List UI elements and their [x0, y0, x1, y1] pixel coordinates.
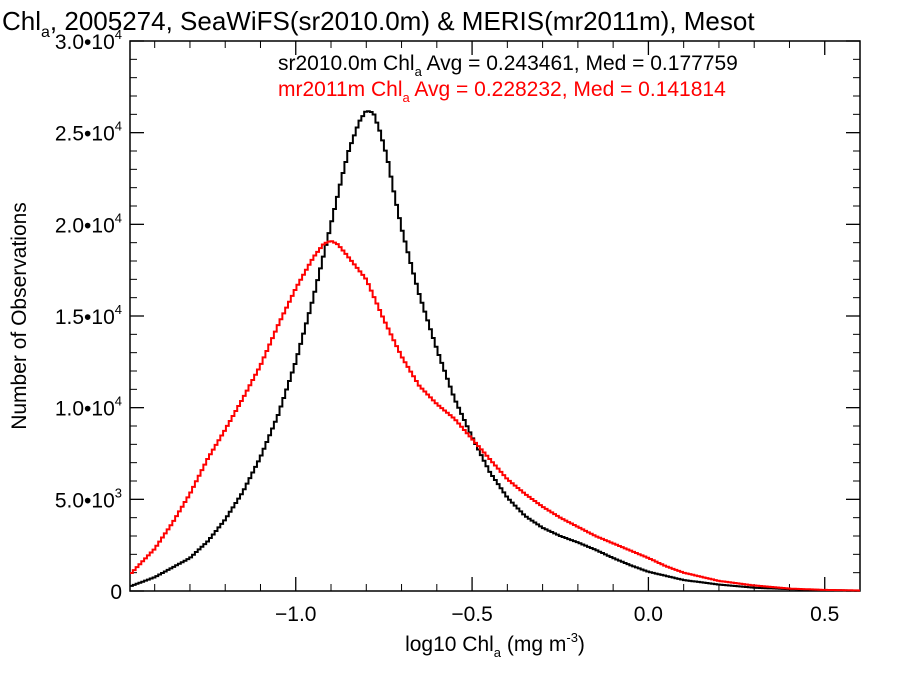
- x-tick-label: −1.0: [275, 603, 316, 626]
- chart-title-subscript: a: [41, 24, 50, 41]
- y-tick-label: 2.0•104: [55, 210, 122, 237]
- y-axis-label: Number of Observations: [8, 202, 31, 430]
- series-line-1: [130, 240, 860, 592]
- axis-ticks: [130, 40, 861, 592]
- series-layer: [130, 110, 860, 592]
- y-tick-label: 1.5•104: [55, 302, 122, 329]
- x-tick-label: 0.0: [634, 603, 663, 626]
- series-line-0: [130, 110, 860, 592]
- y-tick-label: 2.5•104: [55, 119, 122, 146]
- x-axis-label: log10 Chla (mg m-3): [405, 630, 585, 660]
- legend-entry-0: sr2010.0m Chla Avg = 0.243461, Med = 0.1…: [278, 52, 738, 79]
- chart-title: Chla, 2005274, SeaWiFS(sr2010.0m) & MERI…: [2, 6, 755, 41]
- y-tick-label: 5.0•103: [55, 485, 122, 512]
- y-tick-label: 0: [110, 581, 122, 604]
- legend-entry-1: mr2011m Chla Avg = 0.228232, Med = 0.141…: [278, 78, 726, 105]
- x-tick-label: 0.5: [810, 603, 839, 626]
- x-tick-label: −0.5: [451, 603, 492, 626]
- x-tick-labels: −1.0 −0.5 0.0 0.5: [275, 603, 839, 626]
- y-tick-label: 3.0•104: [55, 27, 122, 54]
- y-tick-label: 1.0•104: [55, 394, 122, 421]
- y-tick-labels: 0 5.0•103 1.0•104 1.5•104 2.0•104 2.5•104 3.0•…: [55, 27, 122, 604]
